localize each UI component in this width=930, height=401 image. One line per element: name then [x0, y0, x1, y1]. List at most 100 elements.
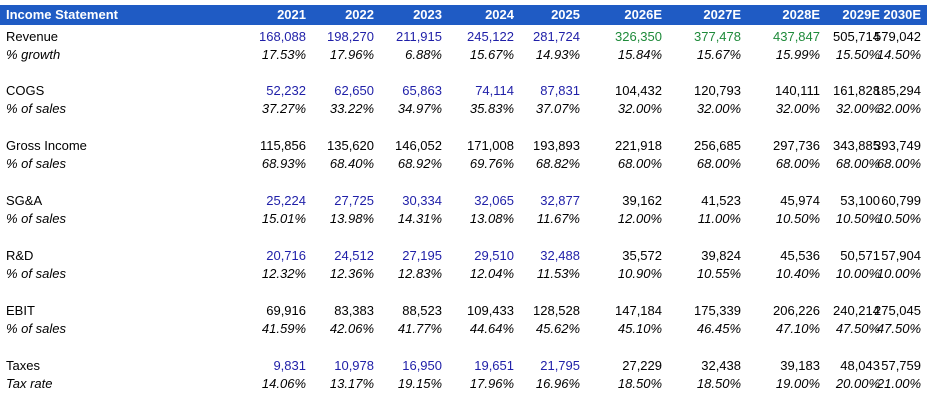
value-cell[interactable]: 41.77%	[397, 321, 442, 336]
value-cell[interactable]: 13.98%	[329, 211, 374, 226]
year-header[interactable]: 2024	[485, 7, 514, 22]
year-header[interactable]: 2029E	[842, 7, 880, 22]
value-cell[interactable]: 45.62%	[535, 321, 580, 336]
value-cell[interactable]: 35.83%	[469, 101, 514, 116]
value-cell[interactable]: 579,042	[874, 29, 921, 44]
year-header[interactable]: 2021	[277, 7, 306, 22]
value-cell[interactable]: 37.07%	[535, 101, 580, 116]
value-cell[interactable]: 50,571	[840, 248, 880, 263]
value-cell[interactable]: 13.17%	[329, 376, 374, 391]
value-cell[interactable]: 41,523	[701, 193, 741, 208]
value-cell[interactable]: 12.36%	[329, 266, 374, 281]
value-cell[interactable]: 39,183	[780, 358, 820, 373]
value-cell[interactable]: 14.31%	[397, 211, 442, 226]
value-cell[interactable]: 505,714	[833, 29, 880, 44]
value-cell[interactable]: 281,724	[533, 29, 580, 44]
value-cell[interactable]: 47.50%	[835, 321, 880, 336]
value-cell[interactable]: 140,111	[774, 83, 820, 98]
value-cell[interactable]: 12.83%	[397, 266, 442, 281]
row-label[interactable]: % of sales	[6, 211, 66, 226]
value-cell[interactable]: 206,226	[773, 303, 820, 318]
value-cell[interactable]: 15.67%	[469, 47, 514, 62]
year-header[interactable]: 2023	[413, 7, 442, 22]
value-cell[interactable]: 62,650	[334, 83, 374, 98]
value-cell[interactable]: 30,334	[402, 193, 442, 208]
year-header[interactable]: 2030E	[883, 7, 921, 22]
value-cell[interactable]: 256,685	[694, 138, 741, 153]
value-cell[interactable]: 21,795	[540, 358, 580, 373]
value-cell[interactable]: 14.93%	[535, 47, 580, 62]
row-label[interactable]: EBIT	[6, 303, 35, 318]
value-cell[interactable]: 171,008	[467, 138, 514, 153]
value-cell[interactable]: 68.00%	[775, 156, 820, 171]
value-cell[interactable]: 83,383	[334, 303, 374, 318]
value-cell[interactable]: 10.50%	[775, 211, 820, 226]
value-cell[interactable]: 19,651	[474, 358, 514, 373]
year-header[interactable]: 2027E	[703, 7, 741, 22]
row-label[interactable]: Gross Income	[6, 138, 87, 153]
value-cell[interactable]: 45,974	[780, 193, 820, 208]
value-cell[interactable]: 393,749	[874, 138, 921, 153]
value-cell[interactable]: 18.50%	[617, 376, 662, 391]
value-cell[interactable]: 10.90%	[617, 266, 662, 281]
value-cell[interactable]: 161,828	[833, 83, 880, 98]
value-cell[interactable]: 275,045	[874, 303, 921, 318]
value-cell[interactable]: 343,885	[833, 138, 880, 153]
value-cell[interactable]: 115,856	[259, 138, 306, 153]
value-cell[interactable]: 15.84%	[617, 47, 662, 62]
value-cell[interactable]: 69.76%	[469, 156, 514, 171]
value-cell[interactable]: 32.00%	[876, 101, 921, 116]
value-cell[interactable]: 14.06%	[261, 376, 306, 391]
value-cell[interactable]: 16,950	[402, 358, 442, 373]
row-label[interactable]: Tax rate	[6, 376, 53, 391]
value-cell[interactable]: 44.64%	[469, 321, 514, 336]
value-cell[interactable]: 12.00%	[617, 211, 662, 226]
value-cell[interactable]: 12.32%	[261, 266, 306, 281]
value-cell[interactable]: 11.00%	[697, 211, 741, 226]
value-cell[interactable]: 32.00%	[775, 101, 820, 116]
value-cell[interactable]: 19.15%	[397, 376, 442, 391]
row-label[interactable]: % of sales	[6, 156, 66, 171]
value-cell[interactable]: 68.00%	[835, 156, 880, 171]
value-cell[interactable]: 10.55%	[696, 266, 741, 281]
value-cell[interactable]: 297,736	[773, 138, 820, 153]
value-cell[interactable]: 19.00%	[775, 376, 820, 391]
value-cell[interactable]: 29,510	[474, 248, 514, 263]
value-cell[interactable]: 32,877	[540, 193, 580, 208]
value-cell[interactable]: 53,100	[840, 193, 880, 208]
value-cell[interactable]: 33.22%	[329, 101, 374, 116]
value-cell[interactable]: 11.67%	[536, 211, 580, 226]
value-cell[interactable]: 47.10%	[775, 321, 820, 336]
value-cell[interactable]: 12.04%	[469, 266, 514, 281]
value-cell[interactable]: 120,793	[694, 83, 741, 98]
value-cell[interactable]: 147,184	[615, 303, 662, 318]
value-cell[interactable]: 27,725	[334, 193, 374, 208]
year-header[interactable]: 2022	[345, 7, 374, 22]
value-cell[interactable]: 68.40%	[329, 156, 374, 171]
row-label[interactable]: % of sales	[6, 101, 66, 116]
value-cell[interactable]: 46.45%	[696, 321, 741, 336]
value-cell[interactable]: 69,916	[266, 303, 306, 318]
value-cell[interactable]: 15.01%	[261, 211, 306, 226]
value-cell[interactable]: 198,270	[327, 29, 374, 44]
value-cell[interactable]: 135,620	[327, 138, 374, 153]
value-cell[interactable]: 240,214	[833, 303, 880, 318]
value-cell[interactable]: 39,162	[622, 193, 662, 208]
value-cell[interactable]: 14.50%	[876, 47, 921, 62]
value-cell[interactable]: 168,088	[259, 29, 306, 44]
value-cell[interactable]: 32.00%	[835, 101, 880, 116]
row-label[interactable]: % growth	[6, 47, 61, 62]
value-cell[interactable]: 13.08%	[469, 211, 514, 226]
value-cell[interactable]: 11.53%	[536, 266, 580, 281]
value-cell[interactable]: 37.27%	[261, 101, 306, 116]
value-cell[interactable]: 68.00%	[876, 156, 921, 171]
value-cell[interactable]: 10.00%	[835, 266, 880, 281]
value-cell[interactable]: 15.50%	[835, 47, 880, 62]
value-cell[interactable]: 9,831	[273, 358, 306, 373]
value-cell[interactable]: 42.06%	[329, 321, 374, 336]
value-cell[interactable]: 32,065	[474, 193, 514, 208]
value-cell[interactable]: 45.10%	[617, 321, 662, 336]
value-cell[interactable]: 175,339	[694, 303, 741, 318]
value-cell[interactable]: 68.00%	[696, 156, 741, 171]
value-cell[interactable]: 10,978	[334, 358, 374, 373]
